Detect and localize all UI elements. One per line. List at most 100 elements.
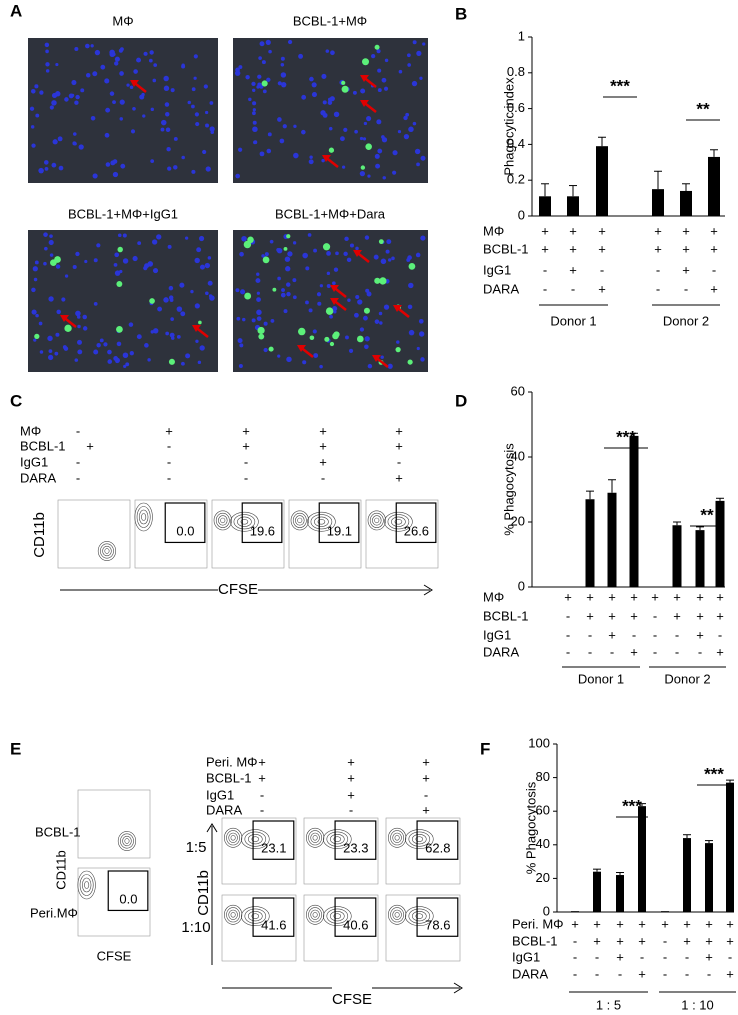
contour <box>310 514 333 530</box>
y-tick-label: 60 <box>536 803 550 818</box>
nucleus <box>277 354 281 358</box>
cell-green <box>332 332 339 340</box>
nucleus <box>280 81 287 88</box>
group-label: 1 : 10 <box>681 997 714 1012</box>
nucleus <box>74 100 79 105</box>
nucleus <box>381 77 387 83</box>
nucleus <box>387 363 393 369</box>
condition-sign: + <box>710 281 718 296</box>
nucleus <box>120 163 126 169</box>
cell-green <box>363 307 370 314</box>
nucleus <box>205 123 210 128</box>
cell-green <box>258 333 265 340</box>
contour <box>251 913 260 919</box>
contour <box>308 907 322 923</box>
nucleus <box>34 260 39 265</box>
nucleus <box>255 278 261 284</box>
cell-green <box>34 333 40 340</box>
cell-green <box>361 58 370 66</box>
cell-green <box>244 292 252 300</box>
nucleus <box>30 125 35 129</box>
nucleus <box>371 53 376 59</box>
contour <box>224 827 243 848</box>
nucleus <box>170 317 174 321</box>
cell-green <box>360 165 366 170</box>
condition-sign: - <box>260 787 264 802</box>
flow-plot <box>303 894 379 962</box>
nucleus <box>122 233 127 238</box>
nucleus <box>136 334 142 340</box>
nucleus <box>150 330 155 334</box>
bar <box>683 838 691 912</box>
nucleus <box>335 251 339 256</box>
nucleus <box>119 99 125 105</box>
contour <box>391 516 406 527</box>
nucleus <box>321 73 327 79</box>
nucleus <box>263 347 268 353</box>
nucleus <box>84 259 88 264</box>
condition-sign: - <box>685 949 689 964</box>
nucleus <box>29 106 35 111</box>
gate-value: 19.6 <box>250 523 275 538</box>
nucleus <box>47 335 53 342</box>
nucleus <box>292 241 297 245</box>
nucleus <box>160 119 167 126</box>
condition-sign: + <box>347 770 355 785</box>
bar <box>539 196 551 216</box>
nucleus <box>72 132 77 136</box>
gate-value: 23.3 <box>343 840 368 855</box>
contour <box>233 514 256 530</box>
nucleus <box>341 165 346 169</box>
nucleus <box>33 338 37 342</box>
condition-sign: + <box>705 949 713 964</box>
condition-name: MΦ <box>483 589 504 604</box>
nucleus <box>72 141 77 146</box>
cell-green <box>283 246 288 251</box>
nucleus <box>110 160 116 166</box>
nucleus <box>107 359 113 364</box>
gate <box>416 820 459 860</box>
nucleus <box>266 148 272 154</box>
nucleus <box>238 364 243 369</box>
condition-sign: + <box>638 933 646 948</box>
condition-name: IgG1 <box>206 787 234 802</box>
nucleus <box>38 167 44 174</box>
nucleus <box>355 294 360 300</box>
condition-sign: - <box>573 966 577 981</box>
nucleus <box>152 268 159 274</box>
nucleus <box>333 309 337 314</box>
nucleus <box>119 269 123 274</box>
condition-sign: + <box>242 438 250 453</box>
condition-sign: + <box>696 627 704 642</box>
contour <box>392 909 402 920</box>
nucleus <box>173 165 178 170</box>
arrow-head <box>206 823 218 833</box>
nucleus <box>251 81 256 86</box>
significance: *** <box>610 76 630 95</box>
bar <box>607 492 617 587</box>
nucleus <box>191 169 196 174</box>
nucleus <box>287 251 293 257</box>
contour <box>314 516 329 527</box>
nucleus <box>150 159 155 164</box>
nucleus <box>309 76 314 82</box>
nucleus <box>75 251 80 257</box>
nucleus <box>202 149 207 155</box>
nucleus <box>279 138 285 144</box>
group-label: 1 : 5 <box>596 997 621 1012</box>
nucleus <box>149 50 154 55</box>
cell-green <box>262 256 270 264</box>
nucleus <box>90 44 94 48</box>
nucleus <box>416 346 420 351</box>
contour <box>408 908 431 924</box>
nucleus <box>362 137 367 141</box>
nucleus <box>163 85 170 91</box>
flow-plot <box>385 817 461 885</box>
condition-sign: + <box>630 589 638 604</box>
condition-sign: + <box>630 644 638 659</box>
condition-sign: + <box>716 589 724 604</box>
condition-sign: - <box>595 949 599 964</box>
nucleus <box>422 42 426 46</box>
nucleus <box>268 49 272 54</box>
nucleus <box>256 272 260 276</box>
